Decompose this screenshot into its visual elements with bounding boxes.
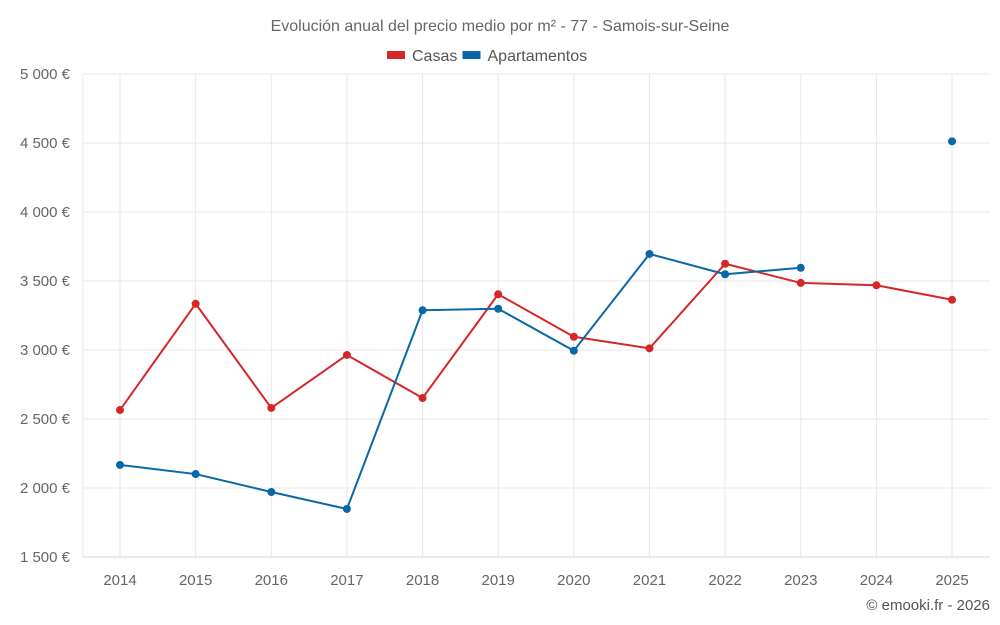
x-tick-label: 2024	[860, 572, 893, 589]
x-tick-label: 2018	[406, 572, 439, 589]
data-point[interactable]	[494, 290, 503, 299]
x-tick-label: 2020	[557, 572, 590, 589]
y-tick-label: 3 000 €	[20, 342, 71, 359]
data-point[interactable]	[569, 332, 578, 341]
data-point[interactable]	[342, 504, 351, 513]
y-tick-label: 4 000 €	[20, 204, 71, 221]
data-point[interactable]	[418, 394, 427, 403]
legend-label: Apartamentos	[488, 48, 588, 65]
x-tick-label: 2025	[935, 572, 968, 589]
y-tick-label: 5 000 €	[20, 66, 71, 83]
grid	[82, 73, 990, 558]
legend-item-casas[interactable]: Casas	[387, 48, 457, 65]
data-point[interactable]	[948, 137, 957, 146]
legend-label: Casas	[412, 48, 457, 65]
data-point[interactable]	[191, 470, 200, 479]
legend: Casas Apartamentos	[387, 48, 587, 65]
x-tick-label: 2015	[179, 572, 212, 589]
data-point[interactable]	[267, 403, 276, 412]
data-point[interactable]	[191, 299, 200, 308]
x-tick-label: 2019	[482, 572, 515, 589]
series-casas	[116, 259, 957, 415]
series-line	[119, 262, 953, 411]
series-line	[119, 252, 801, 510]
y-tick-label: 4 500 €	[20, 135, 71, 152]
data-point[interactable]	[796, 263, 805, 272]
series	[116, 137, 957, 513]
x-tick-label: 2022	[708, 572, 741, 589]
legend-swatch	[387, 51, 405, 59]
legend-item-apartamentos[interactable]: Apartamentos	[462, 48, 588, 65]
y-tick-label: 2 500 €	[20, 411, 71, 428]
chart-title: Evolución anual del precio medio por m² …	[271, 18, 730, 35]
x-tick-label: 2021	[633, 572, 666, 589]
data-point[interactable]	[267, 488, 276, 497]
data-point[interactable]	[645, 249, 654, 258]
data-point[interactable]	[418, 306, 427, 315]
data-point[interactable]	[872, 281, 881, 290]
x-tick-label: 2017	[330, 572, 363, 589]
x-tick-label: 2023	[784, 572, 817, 589]
data-point[interactable]	[342, 350, 351, 359]
x-tick-label: 2016	[255, 572, 288, 589]
y-tick-label: 3 500 €	[20, 273, 71, 290]
y-tick-label: 1 500 €	[20, 549, 71, 566]
series-apartamentos	[116, 137, 957, 513]
data-point[interactable]	[721, 259, 730, 268]
data-point[interactable]	[116, 406, 124, 415]
legend-swatch	[462, 51, 481, 59]
data-point[interactable]	[494, 304, 503, 313]
data-point[interactable]	[116, 460, 124, 469]
y-tick-label: 2 000 €	[20, 480, 71, 497]
data-point[interactable]	[948, 295, 957, 304]
y-axis: 1 500 € 2 000 € 2 500 € 3 000 € 3 500 € 4 000…	[20, 66, 71, 566]
data-point[interactable]	[721, 270, 730, 279]
data-point[interactable]	[645, 344, 654, 353]
credit-text: © emooki.fr - 2026	[866, 597, 990, 614]
x-axis: 2014 2015 2016 2017 2018 2019 2020 2021 2022 2023…	[103, 572, 968, 589]
data-point[interactable]	[796, 278, 805, 287]
data-point[interactable]	[569, 346, 578, 355]
x-tick-label: 2014	[103, 572, 136, 589]
